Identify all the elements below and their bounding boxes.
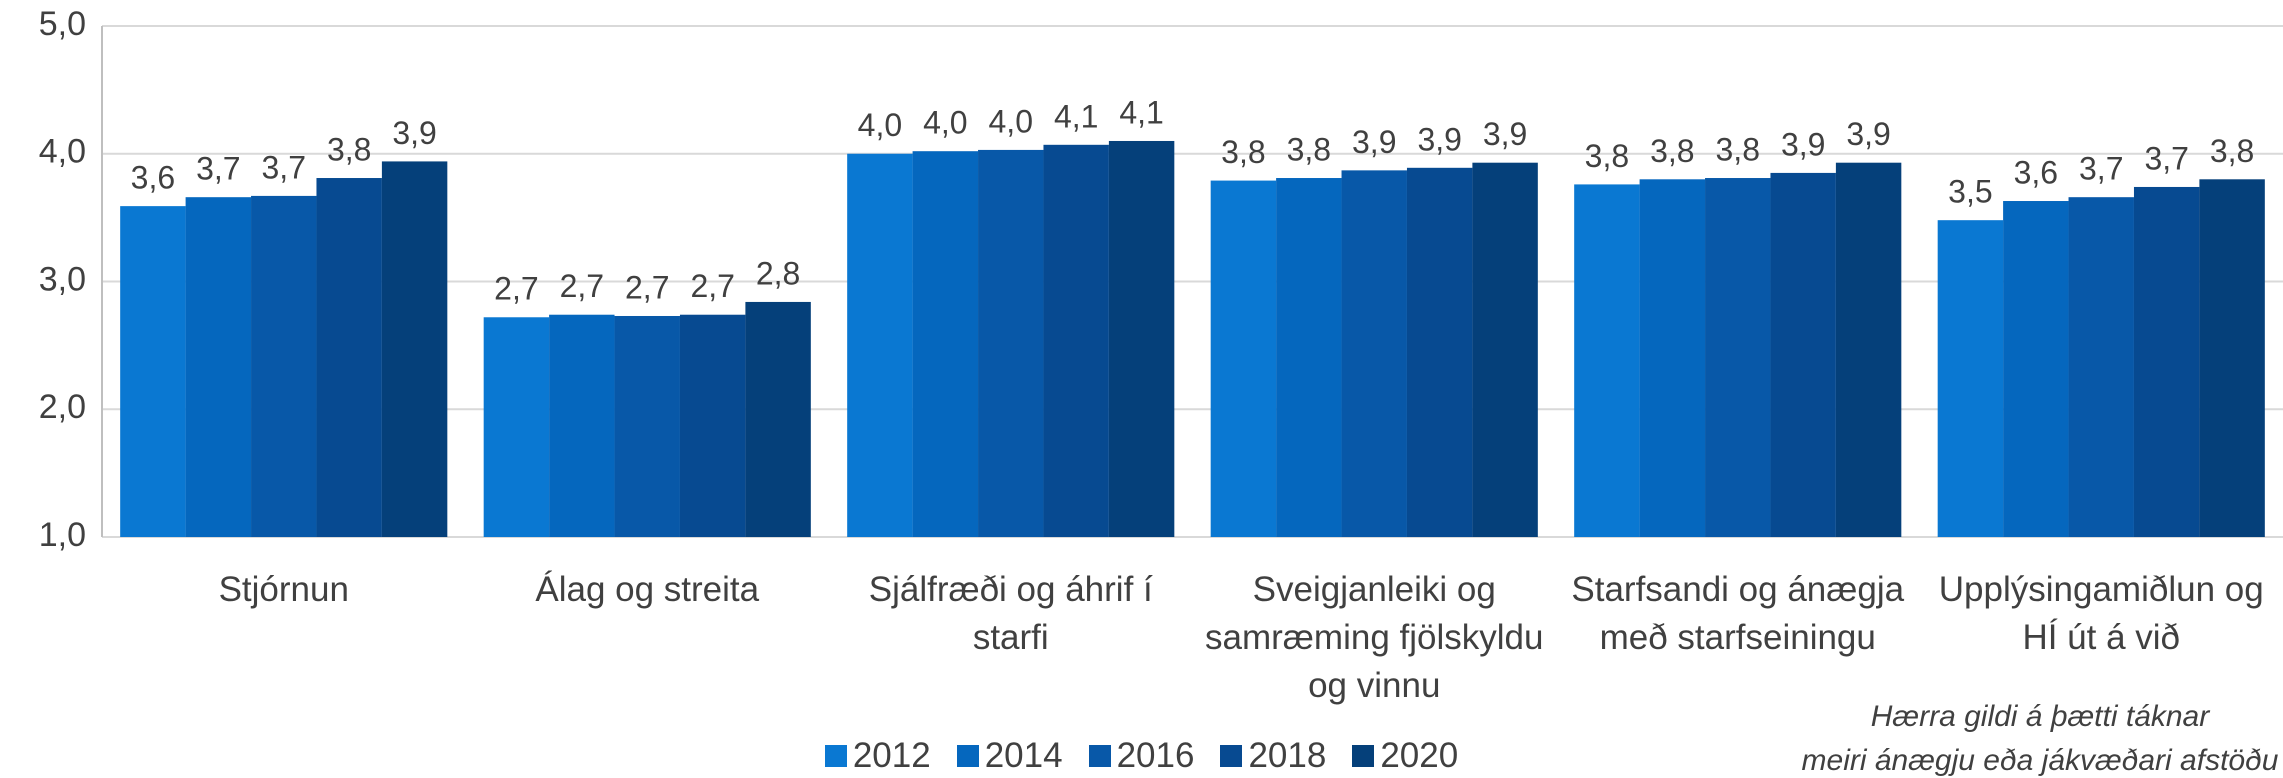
legend-label: 2020 — [1380, 736, 1459, 775]
bar — [381, 161, 448, 538]
value-label: 4,1 — [1054, 98, 1098, 134]
value-label: 3,7 — [262, 149, 306, 185]
bar — [614, 315, 680, 537]
value-label: 3,9 — [392, 115, 436, 151]
value-label: 4,0 — [858, 107, 902, 143]
value-label: 4,1 — [1119, 94, 1163, 130]
value-label: 3,7 — [2144, 140, 2188, 176]
value-label: 2,7 — [625, 269, 669, 305]
bar — [1770, 172, 1836, 537]
bar — [1937, 220, 2004, 537]
bar — [1472, 162, 1538, 537]
value-label: 3,9 — [1483, 116, 1527, 152]
value-label: 3,8 — [1287, 131, 1331, 167]
legend-item: 2014 — [956, 736, 1063, 776]
bar — [1639, 179, 1706, 538]
legend-label: 2016 — [1116, 736, 1195, 775]
value-label: 3,9 — [1781, 126, 1825, 162]
x-tick-label: Stjórnun — [218, 570, 349, 609]
legend-swatch — [824, 745, 847, 767]
y-tick-label: 1,0 — [39, 516, 86, 554]
bar — [1276, 178, 1342, 537]
value-label: 3,7 — [2079, 151, 2123, 187]
legend: 2012 2014 2016 2018 2020 — [0, 736, 2283, 776]
value-label: 3,9 — [1352, 124, 1396, 160]
value-label: 3,7 — [196, 151, 240, 187]
bar — [2199, 179, 2265, 538]
bar — [978, 149, 1044, 538]
value-label: 2,7 — [690, 268, 734, 304]
x-tick-label: Álag og streita — [535, 570, 760, 609]
bar — [120, 206, 186, 537]
legend-label: 2018 — [1248, 736, 1327, 775]
value-label: 3,9 — [1417, 121, 1461, 157]
x-tick-label: Upplýsingamiðlun og HÍ út á við — [1938, 570, 2264, 657]
value-label: 3,8 — [1650, 133, 1694, 169]
bar — [251, 195, 317, 537]
bar — [847, 153, 913, 537]
bar — [1108, 140, 1175, 537]
bar — [1835, 162, 1902, 537]
value-label: 3,8 — [2210, 133, 2254, 169]
legend-item: 2016 — [1088, 736, 1195, 776]
annotation: meiri ánægju eða jákvæðari afstöðu — [1801, 744, 2279, 777]
legend-label: 2012 — [852, 736, 931, 775]
x-tick-label: Sveigjanleiki og samræming fjölskyldu og… — [1205, 570, 1544, 705]
bar — [549, 314, 615, 537]
value-label: 2,7 — [494, 271, 538, 307]
value-label: 2,7 — [560, 268, 604, 304]
bar — [1705, 178, 1771, 537]
bar — [316, 178, 382, 537]
bar — [745, 301, 811, 537]
legend-item: 2018 — [1220, 736, 1326, 776]
legend-item: 2012 — [824, 736, 931, 776]
bar — [2003, 201, 2069, 537]
legend-swatch — [956, 745, 979, 767]
value-label: 3,8 — [1221, 134, 1265, 170]
bar — [679, 314, 746, 537]
y-tick-label: 3,0 — [39, 260, 86, 298]
value-label: 2,8 — [756, 255, 800, 291]
value-label: 3,6 — [2014, 154, 2058, 190]
bar — [1043, 144, 1109, 537]
value-label: 3,9 — [1846, 116, 1890, 152]
annotation: Hærra gildi á þætti táknar — [1870, 700, 2210, 733]
bar — [1341, 170, 1407, 538]
bar — [1574, 184, 1640, 537]
y-tick-label: 5,0 — [39, 5, 86, 43]
value-label: 4,0 — [923, 105, 967, 141]
value-label: 3,5 — [1948, 174, 1992, 210]
value-label: 3,8 — [1585, 138, 1629, 174]
bar — [2068, 197, 2134, 537]
bar — [1406, 167, 1473, 538]
value-label: 4,0 — [989, 103, 1033, 139]
y-tick-label: 4,0 — [39, 133, 86, 171]
legend-item: 2020 — [1352, 736, 1458, 776]
legend-swatch — [1352, 745, 1375, 767]
value-label: 3,8 — [327, 131, 371, 167]
x-tick-label: Sjálfræði og áhrif í starfi — [868, 570, 1153, 657]
legend-swatch — [1220, 745, 1243, 767]
bar — [2133, 186, 2200, 537]
bar — [185, 197, 252, 537]
legend-swatch — [1088, 745, 1111, 767]
bar — [912, 151, 979, 537]
value-label: 3,6 — [131, 160, 175, 196]
y-tick-label: 2,0 — [39, 388, 86, 426]
value-label: 3,8 — [1716, 131, 1760, 167]
bar — [1210, 180, 1277, 537]
x-tick-label: Starfsandi og ánægja með starfseiningu — [1571, 570, 1905, 657]
bar — [483, 317, 550, 537]
legend-label: 2014 — [984, 736, 1063, 775]
